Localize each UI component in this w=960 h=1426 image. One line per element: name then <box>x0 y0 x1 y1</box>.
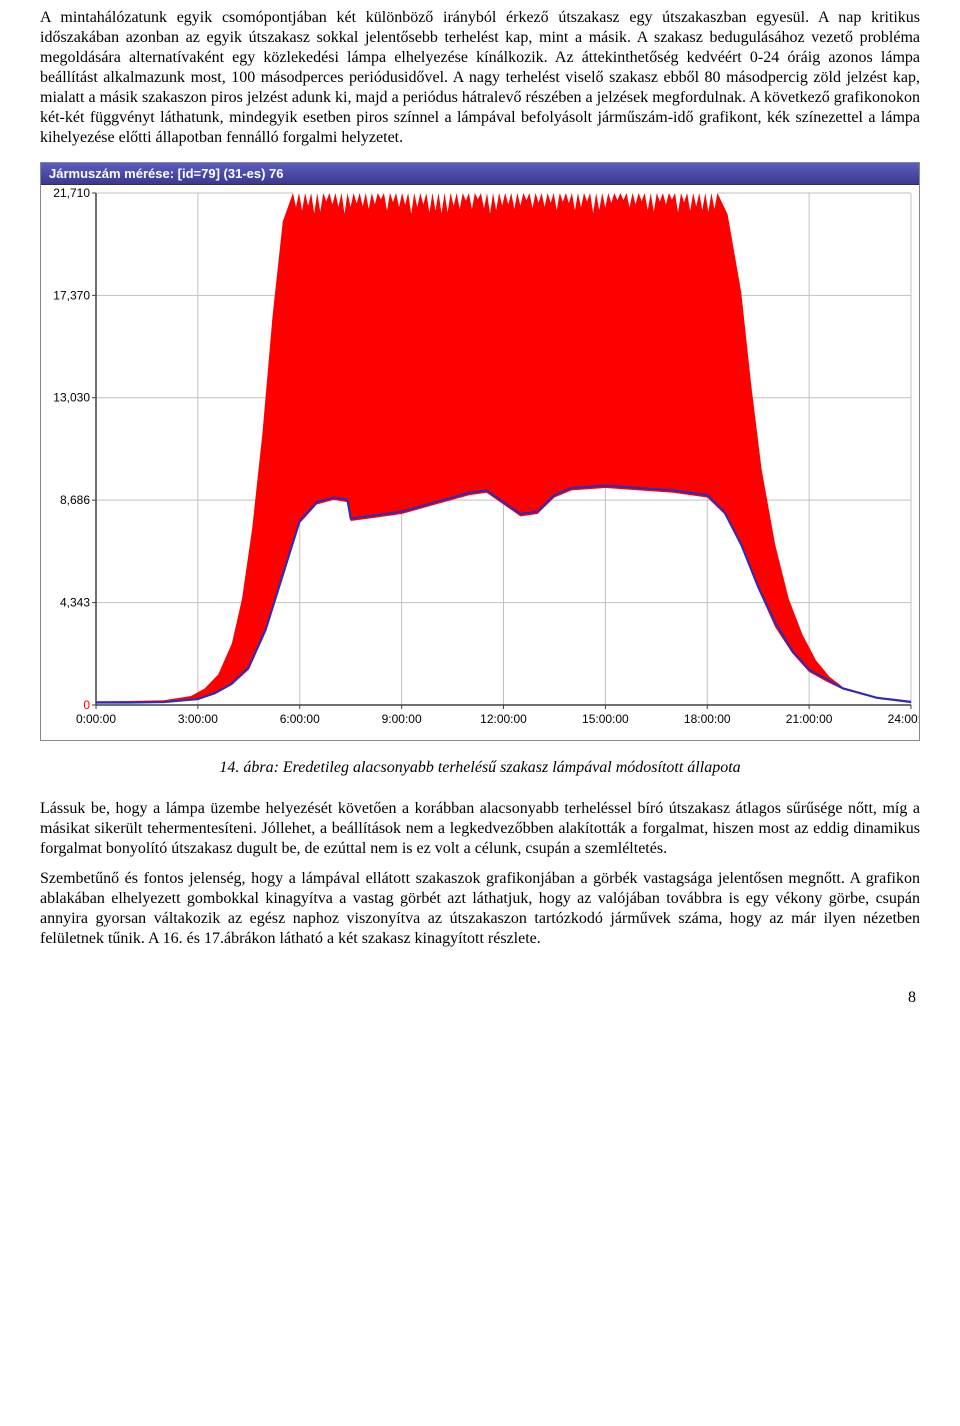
x-tick-label: 15:00:00 <box>582 712 629 726</box>
x-tick-label: 12:00:00 <box>480 712 527 726</box>
x-tick-label: 3:00:00 <box>178 712 218 726</box>
y-tick-label: 8,686 <box>60 493 90 507</box>
page-number: 8 <box>40 989 920 1007</box>
x-tick-label: 9:00:00 <box>382 712 422 726</box>
y-tick-label: 21,710 <box>53 186 90 200</box>
y-tick-label: 13,030 <box>53 391 90 405</box>
x-tick-label: 21:00:00 <box>786 712 833 726</box>
figure-caption: 14. ábra: Eredetileg alacsonyabb terhelé… <box>40 759 920 777</box>
chart-window: Jármuszám mérése: [id=79] (31-es) 76 21,… <box>40 162 920 741</box>
y-tick-label: 17,370 <box>53 288 90 302</box>
x-tick-label: 18:00:00 <box>684 712 731 726</box>
y-tick-label: 0 <box>83 698 90 712</box>
bottom-paragraph-2: Szembetűnő és fontos jelenség, hogy a lá… <box>40 869 920 949</box>
intro-paragraph: A mintahálózatunk egyik csomópontjában k… <box>40 8 920 148</box>
y-tick-label: 4,343 <box>60 596 90 610</box>
x-tick-label: 24:00:00 <box>888 712 919 726</box>
chart-svg: 21,710 17,370 13,030 8,686 4,343 00:00:00 3:00… <box>41 185 919 740</box>
chart-body: 21,710 17,370 13,030 8,686 4,343 00:00:00 3:00… <box>41 185 919 740</box>
x-tick-label: 0:00:00 <box>76 712 116 726</box>
x-tick-label: 6:00:00 <box>280 712 320 726</box>
chart-title-bar: Jármuszám mérése: [id=79] (31-es) 76 <box>41 163 919 185</box>
bottom-paragraph-1: Lássuk be, hogy a lámpa üzembe helyezésé… <box>40 799 920 859</box>
